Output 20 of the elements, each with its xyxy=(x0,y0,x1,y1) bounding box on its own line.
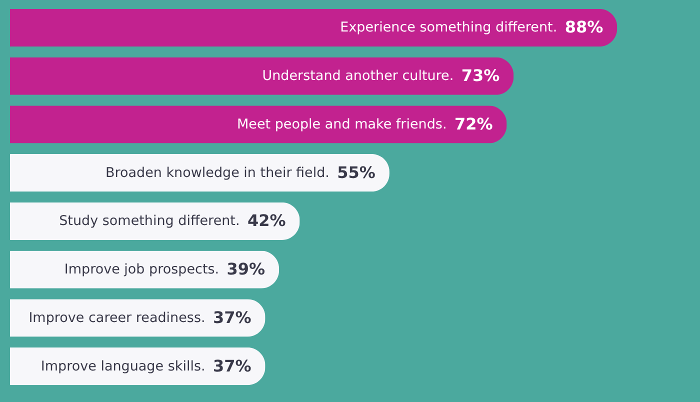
bar xyxy=(10,154,390,192)
data-label: 42% xyxy=(247,211,286,230)
y-tick-label: Understand another culture. xyxy=(262,68,454,84)
y-tick-label: Broaden knowledge in their field. xyxy=(105,164,330,181)
data-label: 37% xyxy=(212,308,252,327)
bar xyxy=(10,8,618,47)
y-tick-label: Improve career readiness. xyxy=(28,310,206,326)
data-label: 55% xyxy=(337,162,376,182)
bar xyxy=(10,106,507,144)
data-label: 73% xyxy=(461,66,500,86)
data-label: 88% xyxy=(564,18,604,37)
data-label: 72% xyxy=(454,114,493,134)
y-tick-label: Meet people and make friends. xyxy=(236,116,447,132)
data-label: 37% xyxy=(212,356,252,376)
y-tick-label: Improve language skills. xyxy=(40,358,206,374)
bar xyxy=(10,57,514,95)
y-tick-label: Experience something different. xyxy=(340,20,558,36)
y-tick-label: Improve job prospects. xyxy=(64,262,220,278)
data-label: 39% xyxy=(226,260,266,279)
y-tick-label: Study something different. xyxy=(59,213,240,230)
